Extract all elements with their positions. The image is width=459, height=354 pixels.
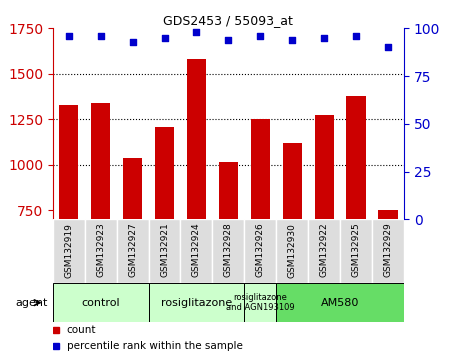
- Bar: [372, 219, 404, 283]
- Bar: [117, 219, 149, 283]
- Bar: [187, 59, 206, 219]
- Bar: [276, 283, 404, 322]
- Text: count: count: [67, 325, 96, 335]
- Text: GSM132924: GSM132924: [192, 223, 201, 277]
- Text: agent: agent: [16, 298, 48, 308]
- Text: rosiglitazone: rosiglitazone: [161, 298, 232, 308]
- Text: GSM132928: GSM132928: [224, 223, 233, 278]
- Point: [129, 39, 136, 45]
- Text: AM580: AM580: [321, 298, 359, 308]
- Point: [353, 33, 360, 39]
- Text: GSM132919: GSM132919: [64, 223, 73, 278]
- Text: percentile rank within the sample: percentile rank within the sample: [67, 341, 243, 351]
- Bar: [85, 219, 117, 283]
- Bar: [149, 283, 244, 322]
- Point: [320, 35, 328, 41]
- Bar: [180, 219, 213, 283]
- Bar: [347, 96, 366, 219]
- Point: [161, 35, 168, 41]
- Bar: [155, 127, 174, 219]
- Bar: [283, 143, 302, 219]
- Bar: [308, 219, 340, 283]
- Point: [65, 33, 73, 39]
- Text: GSM132925: GSM132925: [352, 223, 360, 278]
- Bar: [340, 219, 372, 283]
- Bar: [149, 219, 180, 283]
- Bar: [244, 283, 276, 322]
- Point: [97, 33, 104, 39]
- Bar: [123, 158, 142, 219]
- Bar: [53, 219, 85, 283]
- Text: GSM132921: GSM132921: [160, 223, 169, 278]
- Text: GSM132923: GSM132923: [96, 223, 105, 278]
- Bar: [251, 119, 270, 219]
- Point: [225, 37, 232, 42]
- Bar: [59, 105, 78, 219]
- Bar: [53, 283, 149, 322]
- Bar: [91, 103, 110, 219]
- Point: [384, 45, 392, 50]
- Text: control: control: [81, 298, 120, 308]
- Title: GDS2453 / 55093_at: GDS2453 / 55093_at: [163, 14, 293, 27]
- Point: [193, 29, 200, 35]
- Text: GSM132926: GSM132926: [256, 223, 265, 278]
- Text: GSM132922: GSM132922: [319, 223, 329, 277]
- Text: GSM132930: GSM132930: [288, 223, 297, 278]
- Text: GSM132929: GSM132929: [383, 223, 392, 278]
- Bar: [213, 219, 244, 283]
- Bar: [314, 115, 334, 219]
- Bar: [244, 219, 276, 283]
- Bar: [378, 210, 397, 219]
- Text: rosiglitazone
and AGN193109: rosiglitazone and AGN193109: [226, 293, 295, 312]
- Bar: [219, 162, 238, 219]
- Text: GSM132927: GSM132927: [128, 223, 137, 278]
- Point: [289, 37, 296, 42]
- Point: [257, 33, 264, 39]
- Bar: [276, 219, 308, 283]
